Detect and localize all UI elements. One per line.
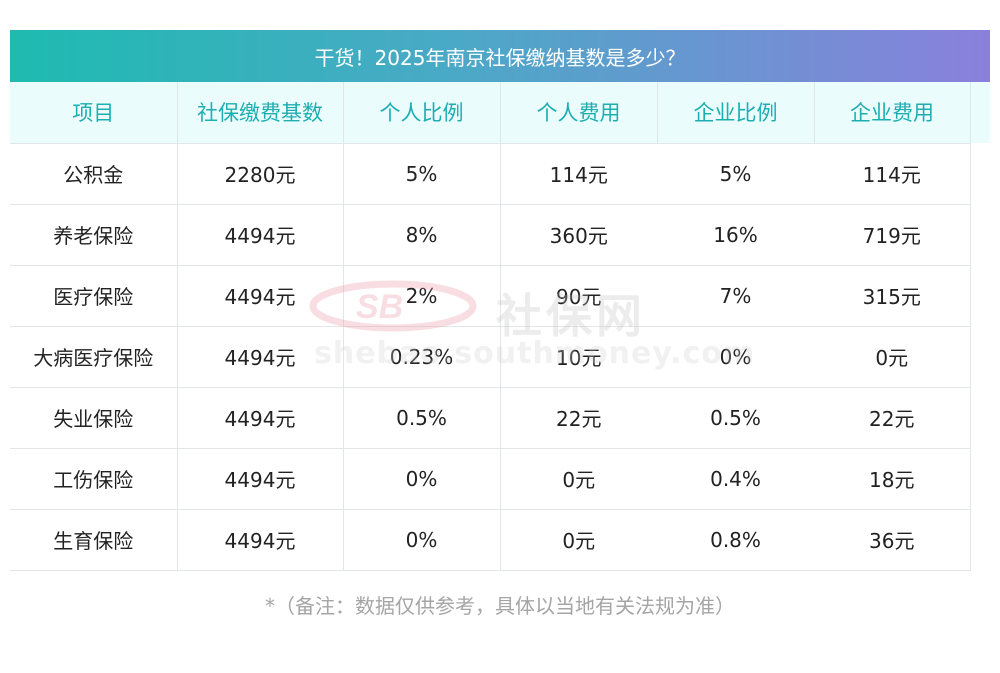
cell-company-rate: 0.4% (657, 447, 814, 509)
cell-company-rate: 16% (657, 203, 814, 265)
cell-personal-cost: 114元 (499, 142, 657, 204)
cell-base: 4494元 (176, 508, 343, 571)
cell-item: 公积金 (10, 142, 177, 204)
table-container: 项目 社保缴费基数 个人比例 个人费用 企业比例 企业费用 公积金 2280元 … (10, 82, 971, 571)
page-title: 干货！2025年南京社保缴纳基数是多少？ (10, 30, 990, 82)
cell-company-rate: 7% (657, 264, 814, 326)
cell-personal-cost: 10元 (499, 325, 657, 387)
cell-item: 大病医疗保险 (10, 325, 177, 387)
cell-base: 4494元 (176, 386, 343, 448)
cell-personal-rate: 0% (342, 508, 500, 571)
table-row: 公积金 2280元 5% 114元 5% 114元 (10, 142, 971, 204)
cell-company-rate: 0.8% (657, 508, 814, 571)
cell-personal-rate: 0.23% (342, 325, 500, 387)
footnote: *（备注：数据仅供参考，具体以当地有关法规为准） (265, 594, 735, 618)
cell-personal-cost: 0元 (499, 447, 657, 509)
cell-base: 4494元 (176, 203, 343, 265)
table-row: 大病医疗保险 4494元 0.23% 10元 0% 0元 (10, 325, 971, 387)
cell-company-cost: 18元 (814, 447, 971, 509)
cell-item: 失业保险 (10, 386, 177, 448)
table-row: 生育保险 4494元 0% 0元 0.8% 36元 (10, 508, 971, 571)
cell-personal-rate: 2% (342, 264, 500, 326)
cell-company-cost: 315元 (814, 264, 971, 326)
header-personal-cost: 个人费用 (499, 82, 657, 143)
header-personal-rate: 个人比例 (342, 82, 500, 143)
cell-base: 4494元 (176, 447, 343, 509)
cell-item: 生育保险 (10, 508, 177, 571)
cell-base: 4494元 (176, 264, 343, 326)
table-row: 工伤保险 4494元 0% 0元 0.4% 18元 (10, 447, 971, 509)
header-company-cost: 企业费用 (813, 82, 971, 143)
cell-personal-cost: 360元 (499, 203, 657, 265)
cell-company-cost: 114元 (814, 142, 971, 204)
cell-company-cost: 0元 (814, 325, 971, 387)
cell-company-rate: 0.5% (657, 386, 814, 448)
cell-item: 医疗保险 (10, 264, 177, 326)
cell-item: 养老保险 (10, 203, 177, 265)
cell-company-cost: 719元 (814, 203, 971, 265)
cell-company-cost: 36元 (814, 508, 971, 571)
table-header-row: 项目 社保缴费基数 个人比例 个人费用 企业比例 企业费用 (10, 82, 971, 143)
cell-item: 工伤保险 (10, 447, 177, 509)
cell-company-rate: 0% (657, 325, 814, 387)
table-row: 养老保险 4494元 8% 360元 16% 719元 (10, 203, 971, 265)
header-base: 社保缴费基数 (176, 82, 343, 143)
cell-personal-rate: 0.5% (342, 386, 500, 448)
cell-personal-cost: 22元 (499, 386, 657, 448)
cell-personal-cost: 0元 (499, 508, 657, 571)
cell-personal-cost: 90元 (499, 264, 657, 326)
cell-company-rate: 5% (657, 142, 814, 204)
cell-company-cost: 22元 (814, 386, 971, 448)
header-item: 项目 (10, 82, 177, 143)
cell-personal-rate: 8% (342, 203, 500, 265)
table-row: 医疗保险 4494元 2% 90元 7% 315元 (10, 264, 971, 326)
header-company-rate: 企业比例 (656, 82, 814, 143)
table-row: 失业保险 4494元 0.5% 22元 0.5% 22元 (10, 386, 971, 448)
cell-personal-rate: 0% (342, 447, 500, 509)
cell-base: 4494元 (176, 325, 343, 387)
cell-base: 2280元 (176, 142, 343, 204)
cell-personal-rate: 5% (342, 142, 500, 204)
social-insurance-table: 项目 社保缴费基数 个人比例 个人费用 企业比例 企业费用 公积金 2280元 … (10, 82, 971, 571)
